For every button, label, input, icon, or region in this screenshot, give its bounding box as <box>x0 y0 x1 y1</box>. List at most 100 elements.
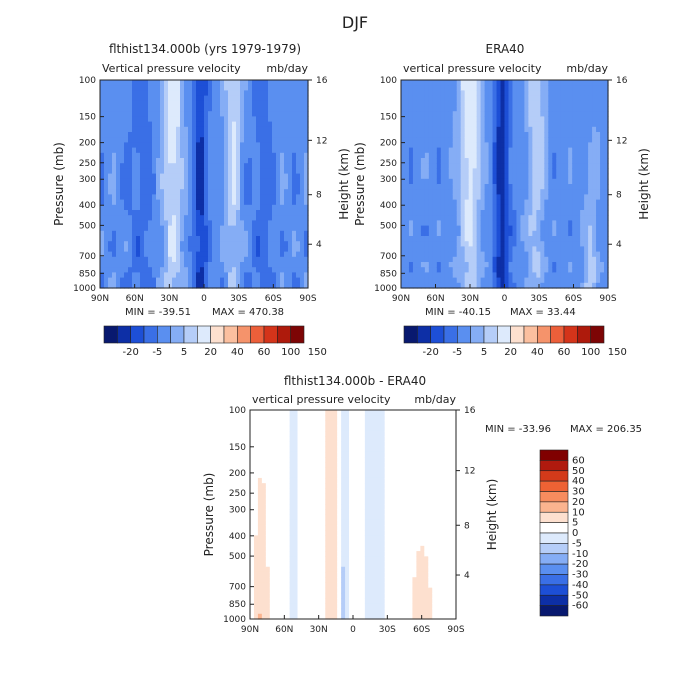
heatmap-cell <box>484 85 490 91</box>
heatmap-cell <box>281 504 287 510</box>
heatmap-cell <box>436 204 442 211</box>
heatmap-cell <box>460 80 466 86</box>
heatmap-cell <box>144 142 149 149</box>
heatmap-cell <box>160 272 165 279</box>
colorbar-swatch <box>550 325 565 344</box>
heatmap-cell <box>436 282 442 289</box>
heatmap-cell <box>132 85 137 91</box>
heatmap-cell <box>293 566 299 573</box>
heatmap-cell <box>284 215 289 221</box>
heatmap-cell <box>464 147 470 154</box>
heatmap-cell <box>452 116 458 123</box>
heatmap-cell <box>281 603 287 610</box>
heatmap-cell <box>196 147 201 154</box>
heatmap-cell <box>304 246 309 253</box>
heatmap-cell <box>281 436 287 442</box>
heatmap-cell <box>120 230 125 237</box>
heatmap-cell <box>432 116 438 123</box>
heatmap-cell <box>168 272 173 279</box>
heatmap-cell <box>580 194 585 201</box>
heatmap-cell <box>401 272 406 279</box>
heatmap-cell <box>160 173 165 180</box>
heatmap-cell <box>412 230 418 237</box>
heatmap-cell <box>456 178 462 185</box>
heatmap-cell <box>412 163 418 169</box>
heatmap-cell <box>188 173 193 180</box>
heatmap-cell <box>524 121 529 128</box>
heatmap-cell <box>296 106 301 112</box>
heatmap-cell <box>472 282 478 289</box>
heatmap-cell <box>281 410 287 416</box>
heatmap-cell <box>116 116 121 123</box>
heatmap-cell <box>269 477 275 484</box>
heatmap-cell <box>208 262 213 268</box>
heatmap-cell <box>420 215 426 221</box>
heatmap-cell <box>401 246 406 253</box>
heatmap-cell <box>196 225 201 232</box>
heatmap-cell <box>128 204 133 211</box>
heatmap-cell <box>120 147 125 154</box>
heatmap-cell <box>136 272 141 279</box>
heatmap-cell <box>432 256 438 263</box>
colorbar-label: 60 <box>558 347 571 358</box>
heatmap-cell <box>140 163 145 169</box>
heatmap-cell <box>264 272 269 279</box>
heatmap-cell <box>112 147 117 154</box>
heatmap-cell <box>464 137 470 143</box>
heatmap-cell <box>532 106 537 112</box>
heatmap-cell <box>265 446 271 453</box>
heatmap-cell <box>297 608 303 615</box>
heatmap-cell <box>188 142 193 149</box>
heatmap-cell <box>100 121 105 128</box>
heatmap-cell <box>564 215 569 221</box>
heatmap-cell <box>544 282 549 289</box>
heatmap-cell <box>492 163 498 169</box>
heatmap-cell <box>228 230 233 237</box>
heatmap-cell <box>401 95 406 102</box>
heatmap-cell <box>208 168 213 175</box>
heatmap-cell <box>580 267 585 273</box>
heatmap-cell <box>500 163 506 169</box>
heatmap-cell <box>476 189 482 195</box>
heatmap-cell <box>508 147 514 154</box>
heatmap-cell <box>292 178 297 185</box>
heatmap-cell <box>224 267 229 273</box>
heatmap-cell <box>468 163 474 169</box>
heatmap-cell <box>480 85 486 91</box>
heatmap-cell <box>460 100 466 107</box>
heatmap-cell <box>544 163 549 169</box>
heatmap-cell <box>124 241 129 247</box>
heatmap-cell <box>496 152 502 159</box>
heatmap-cell <box>288 152 293 159</box>
heatmap-cell <box>148 210 153 216</box>
heatmap-cell <box>428 251 434 258</box>
heatmap-cell <box>261 603 267 610</box>
heatmap-cell <box>208 230 213 237</box>
heatmap-cell <box>416 142 422 149</box>
heatmap-cell <box>160 152 165 159</box>
heatmap-cell <box>208 215 213 221</box>
heatmap-cell <box>296 277 301 284</box>
heatmap-cell <box>436 225 442 232</box>
heatmap-cell <box>204 184 209 190</box>
heatmap-cell <box>532 137 537 143</box>
heatmap-cell <box>604 121 609 128</box>
lat-tick-label: 0 <box>201 294 207 304</box>
heatmap-cell <box>104 230 109 237</box>
heatmap-cell <box>532 152 537 159</box>
heatmap-cell <box>273 467 279 474</box>
heatmap-cell <box>212 147 217 154</box>
heatmap-cell <box>297 603 303 610</box>
heatmap-cell <box>281 498 287 505</box>
heatmap-cell <box>216 95 221 102</box>
heatmap-cell <box>280 95 285 102</box>
heatmap-cell <box>256 272 261 279</box>
heatmap-cell <box>196 137 201 143</box>
heatmap-cell <box>452 126 458 133</box>
heatmap-cell <box>124 132 129 138</box>
heatmap-cell <box>520 215 525 221</box>
heatmap-cell <box>560 168 565 175</box>
heatmap-cell <box>116 230 121 237</box>
heatmap-cell <box>460 225 466 232</box>
heatmap-cell <box>136 116 141 123</box>
